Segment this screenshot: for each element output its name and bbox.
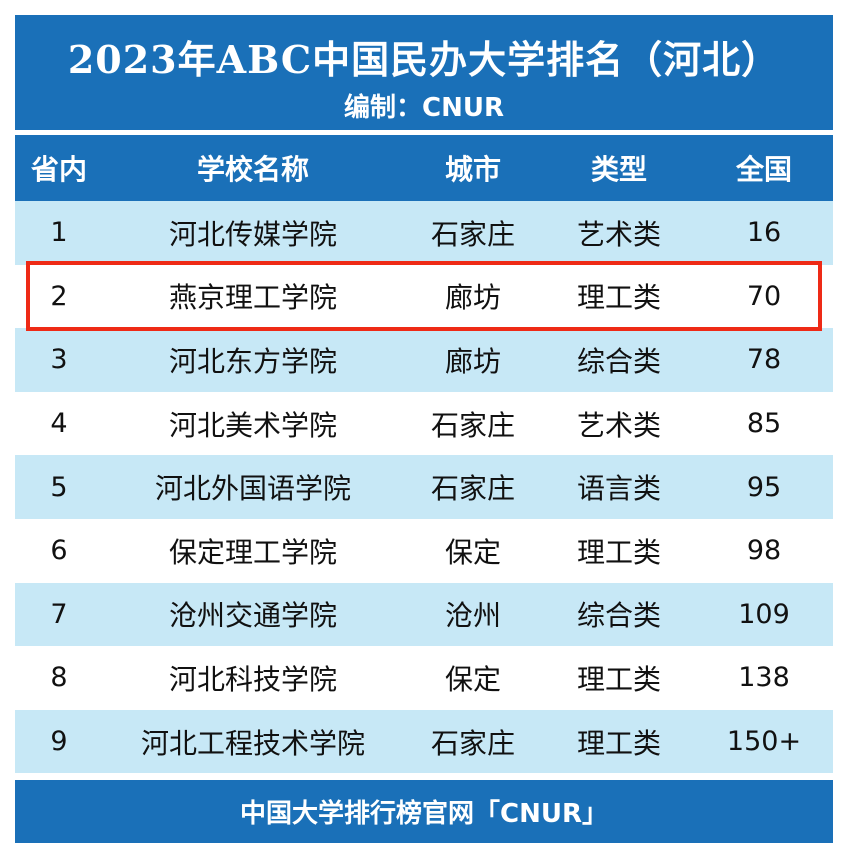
row-type: 理工类 xyxy=(576,281,661,315)
row-province-rank: 9 xyxy=(50,726,68,758)
table-row: 7 沧州交通学院 沧州 综合类 109 xyxy=(15,582,833,647)
row-province-rank: 2 xyxy=(50,280,68,312)
page-subtitle: 编制：CNUR xyxy=(344,93,504,123)
row-city: 廊坊 xyxy=(444,344,501,378)
row-school-name: 河北外国语学院 xyxy=(154,472,351,506)
row-city: 廊坊 xyxy=(444,281,501,315)
row-national-rank: 138 xyxy=(738,662,790,694)
table-row: 1 河北传媒学院 石家庄 艺术类 16 xyxy=(15,201,833,265)
row-province-rank: 7 xyxy=(50,598,68,630)
row-city: 石家庄 xyxy=(430,217,515,251)
row-national-rank: 78 xyxy=(746,344,782,376)
table-body: 1 河北传媒学院 石家庄 艺术类 16 2 燕京理工学院 廊坊 理工类 70 3 河北东方学院 廊坊 综合… xyxy=(15,201,833,774)
row-school-name: 河北传媒学院 xyxy=(168,217,337,251)
table-row: 8 河北科技学院 保定 理工类 138 xyxy=(15,646,833,710)
table-row: 4 河北美术学院 石家庄 艺术类 85 xyxy=(15,391,833,456)
row-national-rank: 150+ xyxy=(726,726,802,758)
table-row: 5 河北外国语学院 石家庄 语言类 95 xyxy=(15,455,833,519)
row-school-name: 燕京理工学院 xyxy=(168,281,337,315)
row-school-name: 河北美术学院 xyxy=(168,408,337,442)
row-province-rank: 8 xyxy=(50,662,68,694)
row-city: 保定 xyxy=(444,662,501,696)
ranking-table: 2023年ABC中国民办大学排名（河北） 编制：CNUR 省内 学校名称 城市 … xyxy=(15,15,833,843)
row-province-rank: 3 xyxy=(50,344,68,376)
row-province-rank: 4 xyxy=(50,408,68,440)
row-province-rank: 1 xyxy=(50,217,68,249)
row-type: 综合类 xyxy=(576,344,661,378)
table-row: 2 燕京理工学院 廊坊 理工类 70 xyxy=(15,264,833,329)
row-type: 理工类 xyxy=(576,662,661,696)
row-type: 综合类 xyxy=(576,599,661,633)
row-type: 语言类 xyxy=(576,472,661,506)
footer-banner: 中国大学排行榜官网「CNUR」 xyxy=(15,780,833,843)
row-national-rank: 85 xyxy=(746,408,782,440)
table-row: 6 保定理工学院 保定 理工类 98 xyxy=(15,518,833,583)
row-national-rank: 98 xyxy=(746,535,782,567)
column-header-row: 省内 学校名称 城市 类型 全国 xyxy=(15,135,833,201)
column-header-province-rank: 省内 xyxy=(30,153,87,186)
row-school-name: 河北工程技术学院 xyxy=(140,726,365,760)
row-city: 石家庄 xyxy=(430,472,515,506)
column-header-national-rank: 全国 xyxy=(735,153,792,186)
row-type: 艺术类 xyxy=(576,408,661,442)
row-school-name: 保定理工学院 xyxy=(168,535,337,569)
row-city: 保定 xyxy=(444,535,501,569)
table-row: 3 河北东方学院 廊坊 综合类 78 xyxy=(15,328,833,392)
row-school-name: 河北东方学院 xyxy=(168,344,337,378)
column-header-city: 城市 xyxy=(444,153,501,186)
row-province-rank: 5 xyxy=(50,471,68,503)
row-national-rank: 70 xyxy=(746,280,782,312)
row-city: 石家庄 xyxy=(430,726,515,760)
row-city: 沧州 xyxy=(444,599,501,633)
row-national-rank: 109 xyxy=(738,598,790,630)
row-highlight-box xyxy=(26,261,822,331)
row-type: 艺术类 xyxy=(576,217,661,251)
row-type: 理工类 xyxy=(576,726,661,760)
row-national-rank: 95 xyxy=(746,471,782,503)
row-national-rank: 16 xyxy=(746,217,782,249)
page-title: 2023年ABC中国民办大学排名（河北） xyxy=(67,37,781,82)
column-header-school-name: 学校名称 xyxy=(196,153,309,186)
column-header-type: 类型 xyxy=(590,153,647,186)
table-row: 9 河北工程技术学院 石家庄 理工类 150+ xyxy=(15,709,833,774)
row-province-rank: 6 xyxy=(50,535,68,567)
row-school-name: 沧州交通学院 xyxy=(168,599,337,633)
row-school-name: 河北科技学院 xyxy=(168,662,337,696)
row-type: 理工类 xyxy=(576,535,661,569)
row-city: 石家庄 xyxy=(430,408,515,442)
table-header: 2023年ABC中国民办大学排名（河北） 编制：CNUR xyxy=(15,15,833,130)
